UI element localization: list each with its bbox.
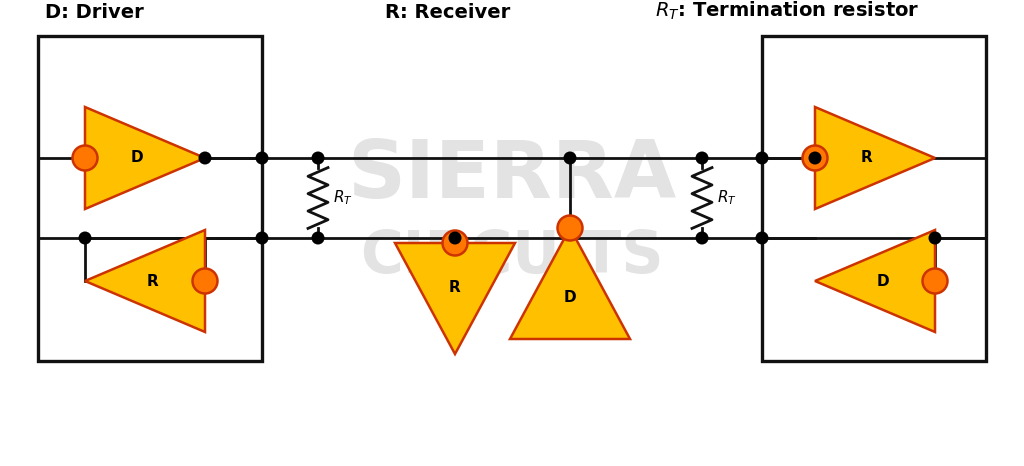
Circle shape	[695, 232, 709, 245]
Circle shape	[256, 151, 268, 164]
Polygon shape	[85, 230, 205, 332]
Text: $R_T$: $R_T$	[717, 189, 737, 207]
Circle shape	[311, 232, 325, 245]
Text: SIERRA: SIERRA	[347, 137, 677, 215]
Circle shape	[79, 232, 91, 245]
Circle shape	[756, 232, 768, 245]
Text: D: D	[563, 289, 577, 304]
Circle shape	[563, 151, 577, 164]
Text: R: R	[147, 274, 159, 288]
Circle shape	[193, 268, 217, 294]
Text: CIRCUITS: CIRCUITS	[360, 227, 664, 285]
Text: D: D	[877, 274, 889, 288]
Circle shape	[803, 145, 827, 171]
Circle shape	[73, 145, 97, 171]
Polygon shape	[395, 243, 515, 354]
Circle shape	[923, 268, 947, 294]
Polygon shape	[815, 107, 935, 209]
Polygon shape	[510, 228, 630, 339]
Polygon shape	[85, 107, 205, 209]
Circle shape	[256, 232, 268, 245]
Text: R: Receiver: R: Receiver	[385, 3, 510, 22]
Circle shape	[449, 232, 462, 245]
Circle shape	[557, 215, 583, 240]
Text: R: R	[861, 151, 872, 165]
Circle shape	[442, 231, 468, 255]
Text: $R_T$: $R_T$	[333, 189, 353, 207]
Text: R: R	[450, 281, 461, 295]
Circle shape	[199, 151, 212, 164]
Circle shape	[929, 232, 941, 245]
Circle shape	[311, 151, 325, 164]
Text: $R_T$: Termination resistor: $R_T$: Termination resistor	[655, 0, 920, 22]
Circle shape	[809, 151, 821, 164]
Circle shape	[756, 151, 768, 164]
Circle shape	[695, 151, 709, 164]
Polygon shape	[815, 230, 935, 332]
Text: D: Driver: D: Driver	[45, 3, 143, 22]
Text: D: D	[131, 151, 143, 165]
